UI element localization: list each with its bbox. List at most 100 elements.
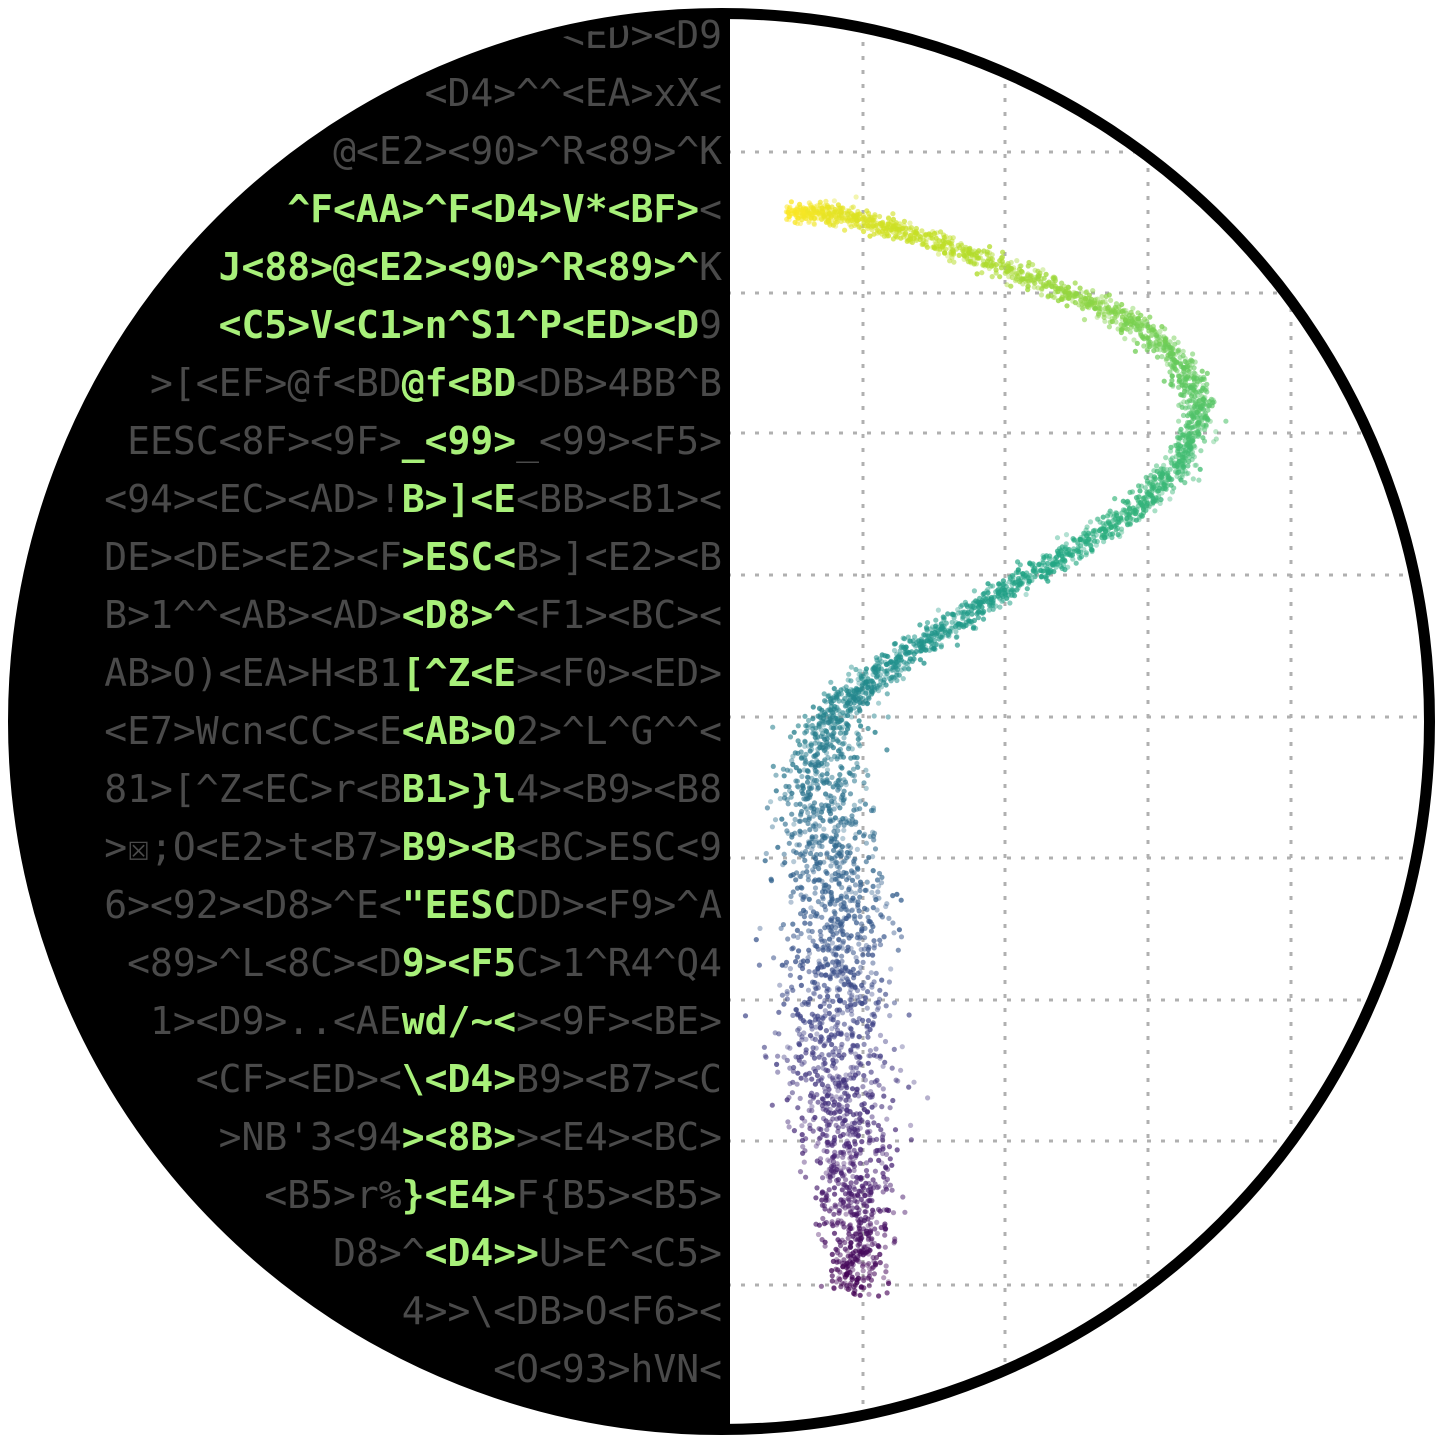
scatter-point	[832, 871, 838, 877]
scatter-point	[846, 935, 852, 941]
scatter-point	[1169, 455, 1175, 461]
scatter-point	[1088, 531, 1094, 537]
scatter-point	[801, 796, 807, 802]
scatter-point	[883, 1003, 889, 1009]
terminal-row: <D4>^^<EA>xX<	[425, 71, 722, 115]
scatter-point	[1201, 427, 1208, 433]
scatter-point	[782, 821, 788, 827]
scatter-point	[1039, 287, 1045, 293]
scatter-point	[837, 1252, 843, 1258]
scatter-point	[837, 205, 844, 211]
scatter-point	[795, 723, 801, 729]
scatter-point	[985, 249, 991, 255]
scatter-point	[1196, 420, 1202, 426]
scatter-point	[803, 1174, 809, 1180]
scatter-point	[769, 1102, 775, 1108]
scatter-point	[814, 1031, 820, 1037]
scatter-point	[937, 246, 943, 252]
scatter-point	[869, 1241, 875, 1248]
scatter-point	[868, 1079, 875, 1086]
terminal-row: D8>^<D4>>U>E^<C5>	[333, 1231, 722, 1275]
scatter-point	[1099, 309, 1105, 315]
scatter-point	[846, 1166, 852, 1172]
scatter-point	[837, 1133, 844, 1139]
terminal-row: DE><DE><E2><F>ESC<B>]<E2><B	[104, 535, 722, 579]
scatter-point	[903, 225, 909, 232]
scatter-point	[1067, 292, 1073, 298]
scatter-point	[821, 213, 827, 219]
scatter-point	[1195, 433, 1201, 439]
scatter-point	[868, 218, 875, 224]
scatter-point	[857, 1228, 863, 1235]
scatter-point	[883, 991, 889, 997]
scatter-point	[794, 954, 801, 960]
scatter-point	[890, 1210, 897, 1216]
scatter-point	[908, 225, 915, 231]
scatter-point	[1192, 384, 1198, 390]
scatter-point	[900, 1194, 906, 1200]
scatter-point	[1167, 369, 1173, 375]
scatter-point	[773, 788, 779, 794]
scatter-point	[1012, 272, 1019, 278]
scatter-point	[846, 671, 852, 677]
scatter-point	[799, 773, 805, 780]
scatter-point	[837, 772, 843, 778]
scatter-point	[1062, 567, 1068, 573]
scatter-point	[1000, 249, 1006, 255]
scatter-point	[779, 992, 786, 998]
scatter-point	[1175, 442, 1181, 448]
scatter-point	[860, 700, 866, 707]
scatter-point	[770, 724, 776, 730]
scatter-point	[786, 840, 792, 846]
scatter-point	[1136, 483, 1142, 489]
scatter-point	[837, 719, 843, 725]
scatter-point	[877, 1055, 883, 1061]
scatter-point	[866, 214, 872, 220]
scatter-point	[843, 730, 849, 736]
scatter-point	[956, 621, 962, 627]
scatter-point	[1122, 336, 1128, 342]
scatter-point	[851, 1193, 858, 1199]
scatter-point	[993, 589, 999, 595]
scatter-point	[853, 890, 859, 896]
scatter-point	[1119, 301, 1125, 308]
scatter-point	[854, 987, 861, 994]
scatter-point	[807, 794, 813, 801]
scatter-point	[848, 664, 855, 670]
scatter-point	[880, 1063, 886, 1069]
scatter-point	[827, 1106, 833, 1112]
scatter-point	[811, 869, 817, 875]
terminal-row: <CF><ED><\<D4>B9><B7><C	[196, 1057, 722, 1101]
scatter-point	[879, 1104, 885, 1110]
scatter-point	[790, 1012, 796, 1019]
scatter-point	[951, 259, 957, 265]
scatter-point	[821, 1221, 828, 1227]
scatter-point	[1058, 285, 1064, 291]
scatter-point	[899, 1044, 905, 1050]
scatter-point	[805, 955, 811, 961]
scatter-point	[841, 982, 847, 988]
terminal-row: EESC<8F><9F>_<99>_<99><F5>	[127, 419, 722, 464]
scatter-point	[858, 921, 865, 927]
scatter-point	[783, 209, 790, 215]
scatter-point	[801, 914, 808, 920]
scatter-point	[1079, 301, 1085, 307]
scatter-point	[772, 1030, 778, 1036]
scatter-point	[839, 884, 845, 891]
scatter-point	[781, 773, 787, 779]
scatter-point	[828, 756, 834, 762]
scatter-point	[837, 805, 843, 811]
scatter-point	[809, 785, 815, 791]
scatter-point	[856, 1053, 862, 1060]
scatter-point	[866, 695, 872, 701]
scatter-point	[1050, 562, 1056, 568]
scatter-point	[1087, 299, 1093, 305]
scatter-point	[1064, 303, 1070, 309]
scatter-point	[1145, 491, 1151, 497]
scatter-point	[898, 897, 904, 903]
scatter-point	[1060, 287, 1066, 293]
scatter-point	[832, 1065, 838, 1071]
scatter-point	[877, 1260, 883, 1266]
scatter-point	[791, 1128, 798, 1134]
scatter-point	[1059, 280, 1065, 286]
